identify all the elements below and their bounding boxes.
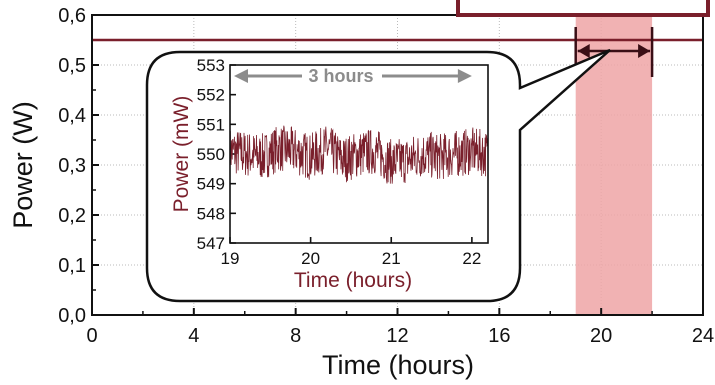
inset-x-tick-label: 21 <box>382 249 401 268</box>
x-tick-label: 20 <box>590 325 612 347</box>
inset-x-tick-label: 22 <box>462 249 481 268</box>
y-tick-label: 0,4 <box>58 105 86 127</box>
title-box-fragment <box>456 0 710 17</box>
x-tick-label: 4 <box>188 325 199 347</box>
inset-y-tick-label: 551 <box>197 115 225 134</box>
main-x-axis-label: Time (hours) <box>322 350 474 380</box>
span-arrow-head-left <box>577 44 590 58</box>
inset-y-tick-label: 548 <box>197 204 225 223</box>
x-tick-label: 0 <box>86 325 97 347</box>
inset-plot-frame <box>229 64 489 244</box>
x-tick-label: 16 <box>488 325 510 347</box>
annot-arrow-head-left <box>234 69 248 83</box>
inset-y-tick-label: 553 <box>197 56 225 75</box>
main-ticks: 0 4 8 12 16 20 24 0,0 0,1 0,2 0,3 0,4 0,5 0,6 <box>58 5 714 347</box>
x-tick-label: 12 <box>386 325 408 347</box>
inset-x-tick-label: 20 <box>301 249 320 268</box>
main-plot-frame <box>91 14 704 316</box>
y-tick-label: 0,0 <box>58 305 86 327</box>
x-tick-label: 24 <box>692 325 714 347</box>
inset-y-tick-label: 547 <box>197 234 225 253</box>
y-tick-label: 0,5 <box>58 55 86 77</box>
inset-power-series <box>229 125 489 184</box>
y-tick-label: 0,1 <box>58 255 86 277</box>
inset-annotation-label: 3 hours <box>308 66 373 86</box>
inset-x-axis-label: Time (hours) <box>294 269 412 292</box>
main-y-axis-label: Power (W) <box>8 101 38 229</box>
inset-x-tick-label: 19 <box>221 249 240 268</box>
three-hour-span-arrow <box>574 27 654 77</box>
span-arrow-head-right <box>638 44 651 58</box>
inset-three-hours-arrow <box>234 69 472 83</box>
x-tick-label: 8 <box>290 325 301 347</box>
inset-callout-bubble <box>145 48 611 303</box>
annot-arrow-head-right <box>457 69 472 83</box>
inset-y-tick-label: 552 <box>197 86 225 105</box>
y-tick-label: 0,6 <box>58 5 86 27</box>
y-tick-label: 0,3 <box>58 155 86 177</box>
inset-y-tick-label: 549 <box>197 175 225 194</box>
y-tick-label: 0,2 <box>58 205 86 227</box>
inset-y-axis-label: Power (mW) <box>170 96 193 213</box>
inset-y-tick-label: 550 <box>197 145 225 164</box>
